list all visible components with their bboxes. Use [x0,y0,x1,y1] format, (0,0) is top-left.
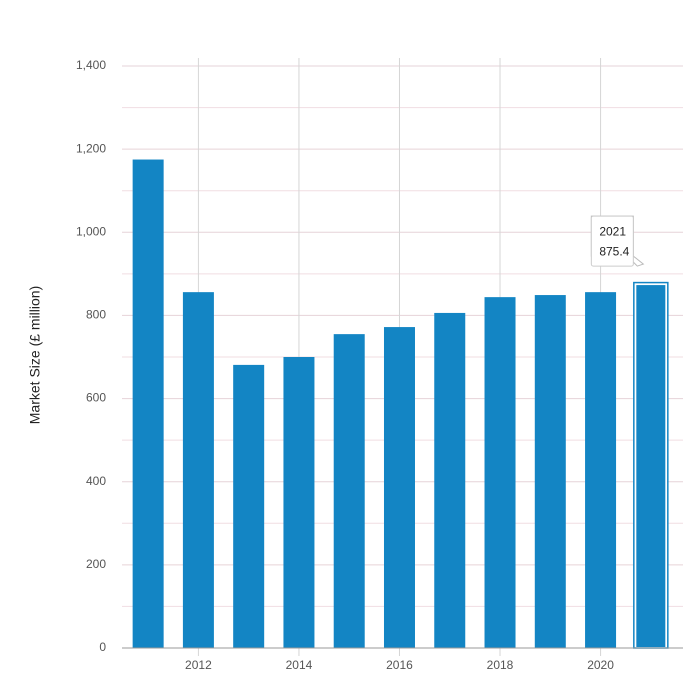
bar [333,334,365,648]
bar [383,327,415,648]
tooltip-category: 2021 [599,224,626,238]
bar [233,364,265,648]
y-axis-label: Market Size (£ million) [27,286,43,424]
y-tick-label: 600 [86,391,106,405]
bar [283,357,315,648]
bar [634,283,668,649]
bar [534,295,566,648]
x-tick-label: 2012 [185,658,212,672]
bar [132,159,164,649]
tooltip-value: 875.4 [599,244,629,258]
y-tick-label: 800 [86,308,106,322]
y-tick-label: 0 [99,640,106,654]
x-tick-label: 2020 [587,658,614,672]
tooltip-body [590,215,634,267]
bar [182,292,214,648]
y-tick-label: 200 [86,557,106,571]
bar [434,312,466,648]
tooltip: 2021 875.4 [590,215,645,267]
y-tick-label: 400 [86,474,106,488]
bar [585,292,617,648]
x-tick-label: 2014 [286,658,313,672]
y-tick-label: 1,200 [76,141,106,155]
y-tick-label: 1,400 [76,58,106,72]
y-tick-label: 1,000 [76,224,106,238]
bar [484,297,516,648]
x-tick-label: 2016 [386,658,413,672]
x-tick-label: 2018 [487,658,514,672]
